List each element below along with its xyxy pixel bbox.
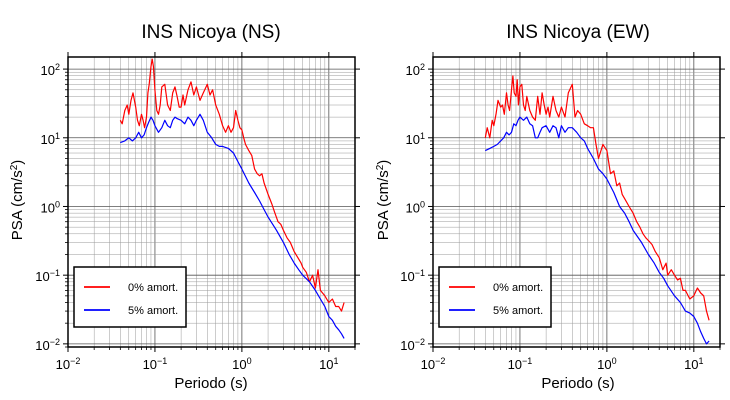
chart-title: INS Nicoya (EW)	[506, 22, 650, 43]
series-line-0	[119, 58, 345, 312]
legend: 0% amort. 5% amort.	[73, 266, 187, 328]
series-layer	[484, 75, 710, 345]
y-tick-label: 101	[406, 131, 425, 147]
series-layer	[119, 58, 345, 339]
x-tick-label: 10−2	[56, 356, 81, 372]
tick-layer: 10−2 10−1 100 101 10−2 10−1 100 101 102	[400, 52, 725, 372]
x-tick-label: 10−2	[421, 356, 446, 372]
tick-layer: 10−2 10−1 100 101 10−2 10−1 100 101 102	[35, 52, 360, 372]
legend-label-0: 0% amort.	[128, 282, 178, 294]
y-tick-label: 101	[41, 131, 60, 147]
chart-title: INS Nicoya (NS)	[141, 22, 280, 43]
legend-box	[73, 266, 187, 328]
y-tick-label: 100	[41, 199, 60, 215]
y-axis-label: PSA (cm/s2)	[375, 160, 393, 241]
x-tick-label: 101	[684, 356, 703, 372]
chart-panel-ns: INS Nicoya (NS) 10−2 10−1 100 10110−210−110…	[9, 22, 360, 392]
chart-panel-ew: INS Nicoya (EW) 10−2 10−1 100 10110−210−110…	[375, 22, 725, 392]
legend-box	[438, 266, 552, 328]
y-tick-label: 10−2	[400, 337, 425, 353]
x-axis-label: Periodo (s)	[541, 375, 614, 392]
legend: 0% amort. 5% amort.	[438, 266, 552, 328]
plot-frame	[67, 56, 356, 348]
x-tick-label: 100	[232, 356, 251, 372]
y-tick-label: 102	[41, 62, 60, 78]
series-line-1	[485, 116, 710, 345]
y-tick-label: 10−1	[35, 268, 60, 284]
legend-label-1: 5% amort.	[493, 305, 543, 317]
legend-label-1: 5% amort.	[128, 305, 178, 317]
x-tick-label: 101	[319, 356, 338, 372]
y-tick-label: 102	[406, 62, 425, 78]
x-tick-label: 10−1	[143, 356, 168, 372]
legend-label-0: 0% amort.	[493, 282, 543, 294]
y-axis-label: PSA (cm/s2)	[9, 160, 27, 241]
plot-frame	[432, 56, 721, 348]
x-tick-label: 100	[597, 356, 616, 372]
x-axis-label: Periodo (s)	[174, 375, 247, 392]
y-tick-label: 10−2	[35, 337, 60, 353]
y-tick-label: 10−1	[400, 268, 425, 284]
y-tick-label: 100	[406, 199, 425, 215]
series-line-0	[484, 75, 710, 321]
x-tick-label: 10−1	[508, 356, 533, 372]
series-line-1	[120, 113, 345, 339]
